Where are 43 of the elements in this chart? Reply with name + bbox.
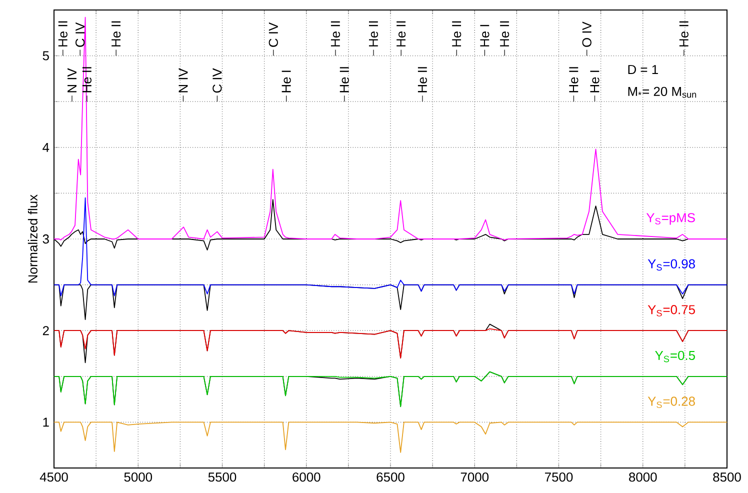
series-label: Y$_{S}$=0.98 — [648, 259, 695, 271]
annotation: C IV — [212, 68, 222, 93]
annotation: C IV — [268, 22, 278, 47]
series-label: Y$_{S}$=0.75 — [648, 305, 695, 316]
y-tick-label: 5 — [42, 51, 49, 60]
annotation: He II — [82, 67, 92, 92]
y-tick-label: 2 — [42, 326, 49, 336]
annotation: He II — [58, 21, 68, 46]
x-tick-label: 5000 — [124, 472, 152, 482]
annotation: He II — [368, 21, 378, 46]
x-tick-label: 5500 — [208, 472, 236, 482]
x-tick-label: 6500 — [376, 472, 404, 482]
annotation: O IV — [582, 22, 592, 47]
annotation: N IV — [68, 68, 76, 92]
x-tick-label: 8500 — [713, 472, 741, 482]
y-axis-title: Normalized flux — [28, 194, 38, 283]
annotation: D = 1 — [628, 65, 658, 74]
annotation: He II — [418, 67, 427, 92]
y-tick-label: 3 — [42, 234, 49, 244]
annotation: He II — [500, 21, 510, 46]
y-tick-label: 4 — [42, 142, 50, 152]
annotation: He I — [282, 70, 291, 92]
annotation: N IV — [178, 68, 188, 92]
x-tick-label: 8000 — [629, 472, 657, 482]
x-tick-label: 7500 — [545, 472, 573, 482]
annotation: He II — [679, 21, 688, 46]
annotation: He I — [480, 24, 490, 46]
series-label: Y$_{S}$=0.5 — [655, 350, 695, 362]
x-tick-label: 6000 — [292, 472, 320, 482]
annotation: He II — [340, 67, 349, 92]
x-tick-label: 4500 — [40, 472, 68, 482]
annotation: He II — [330, 21, 340, 46]
series-label: Y$_{S}$=0.28 — [648, 396, 695, 408]
annotation: M$_{*}$= 20 M$_{sun}$ — [628, 86, 696, 98]
series-label: Y$_{S}$=pMS — [646, 213, 695, 225]
annotation: He II — [452, 21, 462, 46]
annotation: He II — [112, 21, 121, 46]
annotation: He II — [396, 21, 406, 46]
x-tick-label: 7000 — [460, 472, 489, 482]
y-tick-label: 1 — [43, 418, 49, 427]
annotation: He II — [569, 67, 578, 92]
annotation: He I — [590, 70, 600, 92]
annotation: C IV — [75, 22, 85, 47]
